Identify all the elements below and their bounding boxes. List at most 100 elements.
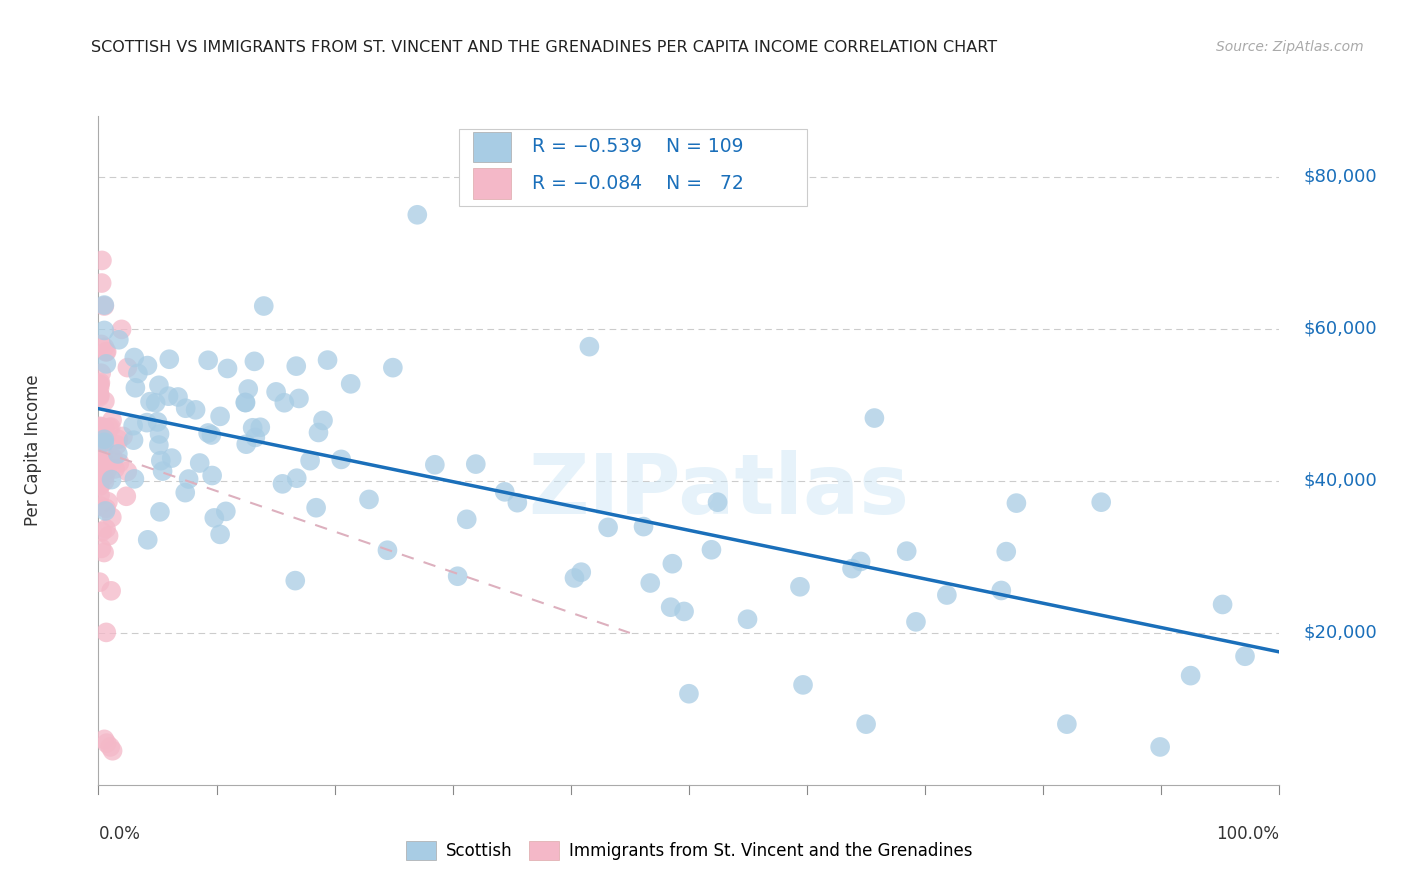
Point	[97, 529, 120, 543]
Point	[96, 625, 118, 640]
Point	[89, 575, 111, 590]
Point	[90, 366, 112, 380]
Point	[174, 485, 197, 500]
Point	[217, 361, 239, 376]
Point	[101, 510, 124, 524]
Point	[792, 678, 814, 692]
Point	[104, 462, 127, 476]
Point	[235, 395, 257, 409]
Point	[381, 360, 404, 375]
Point	[135, 416, 157, 430]
Point	[855, 717, 877, 731]
Point	[1056, 717, 1078, 731]
Point	[271, 476, 294, 491]
Point	[249, 420, 271, 434]
Point	[93, 421, 115, 435]
Point	[93, 340, 115, 354]
Point	[456, 512, 478, 526]
Point	[101, 450, 124, 465]
Text: Per Capita Income: Per Capita Income	[24, 375, 42, 526]
Point	[1212, 598, 1234, 612]
Point	[93, 299, 115, 313]
Point	[1090, 495, 1112, 509]
Point	[89, 446, 111, 460]
Point	[91, 458, 114, 472]
Point	[305, 500, 328, 515]
Point	[91, 448, 114, 462]
Point	[145, 396, 167, 410]
Text: $20,000: $20,000	[1303, 624, 1376, 642]
Point	[209, 409, 232, 424]
Point	[124, 472, 146, 486]
Point	[148, 378, 170, 392]
Point	[330, 452, 353, 467]
Point	[174, 401, 197, 416]
Point	[89, 421, 111, 435]
Point	[659, 600, 682, 615]
Point	[90, 337, 112, 351]
Point	[100, 473, 122, 487]
Point	[377, 543, 399, 558]
Point	[91, 465, 114, 479]
Point	[117, 464, 139, 478]
Point	[94, 522, 117, 536]
Point	[157, 352, 180, 367]
Point	[89, 459, 111, 474]
Text: 100.0%: 100.0%	[1216, 825, 1279, 843]
Point	[849, 554, 872, 568]
Point	[569, 565, 592, 579]
Text: R = −0.539    N = 109: R = −0.539 N = 109	[531, 137, 744, 156]
Point	[98, 739, 121, 754]
Point	[89, 419, 111, 434]
Point	[110, 322, 132, 336]
Point	[188, 456, 211, 470]
Point	[90, 541, 112, 556]
Point	[89, 377, 111, 392]
Point	[93, 323, 115, 337]
Point	[93, 435, 115, 450]
Point	[91, 467, 114, 482]
Point	[596, 520, 619, 534]
Point	[700, 542, 723, 557]
Point	[90, 419, 112, 434]
Point	[89, 376, 111, 390]
Point	[357, 492, 380, 507]
Point	[89, 440, 111, 454]
Point	[149, 453, 172, 467]
Point	[93, 439, 115, 453]
Point	[233, 395, 256, 409]
Point	[312, 413, 335, 427]
Text: ZIPatlas: ZIPatlas	[529, 450, 908, 531]
Point	[633, 519, 655, 533]
Point	[235, 437, 257, 451]
Point	[93, 545, 115, 559]
Point	[1149, 739, 1171, 754]
Point	[91, 253, 114, 268]
Point	[124, 381, 146, 395]
Point	[100, 583, 122, 598]
Point	[122, 433, 145, 447]
Point	[97, 495, 120, 509]
Bar	[472, 131, 510, 161]
Point	[285, 359, 308, 373]
Point	[89, 478, 111, 492]
Point	[90, 438, 112, 452]
Point	[94, 504, 117, 518]
Point	[285, 471, 308, 485]
Point	[103, 453, 125, 467]
Bar	[472, 169, 510, 199]
Point	[117, 360, 139, 375]
Point	[935, 588, 957, 602]
Point	[215, 504, 238, 518]
Point	[89, 390, 111, 404]
Point	[316, 353, 339, 368]
Point	[94, 394, 117, 409]
Point	[995, 544, 1018, 558]
Point	[90, 444, 112, 458]
Point	[90, 424, 112, 438]
Point	[308, 425, 330, 440]
Point	[904, 615, 927, 629]
Point	[93, 432, 115, 446]
Point	[1005, 496, 1028, 510]
Point	[122, 418, 145, 433]
